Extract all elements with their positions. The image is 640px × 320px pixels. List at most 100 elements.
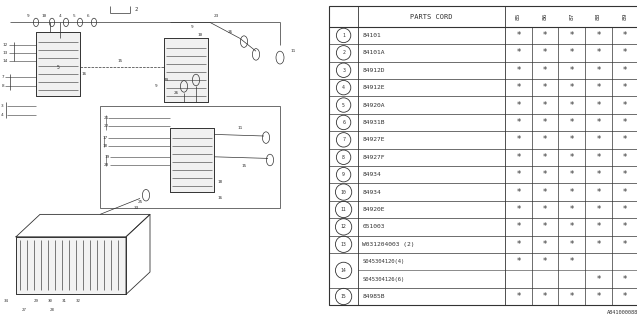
Text: *: * [596, 222, 600, 231]
Text: 20: 20 [104, 163, 109, 167]
Text: 1: 1 [342, 33, 345, 38]
Text: 3: 3 [1, 104, 4, 108]
Text: 051003: 051003 [362, 224, 385, 229]
Circle shape [335, 184, 352, 200]
Text: 84920A: 84920A [362, 102, 385, 108]
Text: *: * [543, 222, 547, 231]
Text: *: * [570, 118, 574, 127]
Text: *: * [596, 135, 600, 144]
Circle shape [335, 219, 352, 235]
Text: *: * [516, 153, 520, 162]
Text: *: * [543, 118, 547, 127]
Text: *: * [543, 188, 547, 196]
Text: *: * [570, 205, 574, 214]
Text: 15: 15 [241, 164, 246, 168]
Text: *: * [596, 170, 600, 179]
Text: *: * [570, 292, 574, 301]
Text: *: * [543, 100, 547, 109]
Text: 87: 87 [569, 13, 574, 20]
Text: 85: 85 [516, 13, 521, 20]
Text: *: * [570, 257, 574, 266]
Text: 11: 11 [290, 49, 295, 53]
Text: 84927E: 84927E [362, 137, 385, 142]
Text: 15: 15 [340, 294, 346, 299]
Text: 84927F: 84927F [362, 155, 385, 160]
Text: *: * [623, 135, 627, 144]
Text: 7: 7 [1, 75, 4, 79]
Text: *: * [543, 83, 547, 92]
Text: 18: 18 [218, 180, 223, 184]
Text: *: * [596, 48, 600, 57]
Text: *: * [543, 135, 547, 144]
Text: 14: 14 [3, 59, 8, 63]
Text: *: * [543, 205, 547, 214]
Text: 5: 5 [56, 65, 60, 70]
Circle shape [335, 288, 352, 305]
Text: 19: 19 [104, 155, 109, 159]
Text: 6: 6 [86, 14, 90, 18]
Text: *: * [570, 188, 574, 196]
Bar [170, 128, 214, 192]
Text: 8: 8 [342, 155, 345, 160]
Text: 6: 6 [342, 120, 345, 125]
Text: *: * [596, 275, 600, 284]
Text: *: * [596, 66, 600, 75]
Text: *: * [570, 135, 574, 144]
Text: *: * [623, 170, 627, 179]
Text: A841000088: A841000088 [607, 310, 638, 315]
Text: 9: 9 [27, 14, 29, 18]
Text: 84931B: 84931B [362, 120, 385, 125]
Text: *: * [516, 170, 520, 179]
Text: *: * [570, 100, 574, 109]
Text: *: * [596, 83, 600, 92]
Text: 32: 32 [76, 299, 81, 303]
Text: *: * [623, 153, 627, 162]
Text: 84985B: 84985B [362, 294, 385, 299]
Text: *: * [570, 48, 574, 57]
Text: 10: 10 [197, 33, 203, 37]
Bar [16, 237, 126, 294]
Text: *: * [516, 222, 520, 231]
Text: *: * [570, 170, 574, 179]
Text: *: * [516, 205, 520, 214]
Text: 84920E: 84920E [362, 207, 385, 212]
Text: *: * [623, 83, 627, 92]
Text: *: * [543, 48, 547, 57]
Text: 89: 89 [623, 13, 628, 20]
Text: *: * [516, 292, 520, 301]
Text: 9: 9 [342, 172, 345, 177]
Text: *: * [516, 240, 520, 249]
Circle shape [337, 80, 351, 95]
Text: 5: 5 [73, 14, 76, 18]
Text: *: * [570, 31, 574, 40]
Text: 84934: 84934 [362, 172, 381, 177]
Bar [36, 32, 80, 96]
Text: 9: 9 [155, 84, 157, 88]
Text: 16: 16 [81, 72, 86, 76]
Text: *: * [543, 31, 547, 40]
Text: 30: 30 [47, 299, 52, 303]
Text: 15: 15 [117, 59, 123, 63]
Text: 28: 28 [49, 308, 54, 312]
Text: *: * [596, 100, 600, 109]
Text: 2: 2 [342, 50, 345, 55]
Text: 22: 22 [104, 124, 109, 128]
Bar [16, 237, 126, 294]
Text: *: * [623, 118, 627, 127]
Circle shape [337, 98, 351, 112]
Text: *: * [596, 292, 600, 301]
Text: *: * [570, 153, 574, 162]
Text: 86: 86 [543, 13, 548, 20]
Text: 12: 12 [3, 43, 8, 47]
Text: 84912E: 84912E [362, 85, 385, 90]
Text: 7: 7 [342, 137, 345, 142]
Text: 84101: 84101 [362, 33, 381, 38]
Text: 4: 4 [59, 14, 61, 18]
Text: *: * [543, 292, 547, 301]
Circle shape [337, 115, 351, 130]
Text: *: * [543, 66, 547, 75]
Text: *: * [516, 31, 520, 40]
Text: *: * [623, 292, 627, 301]
Text: *: * [623, 205, 627, 214]
Text: 26: 26 [227, 30, 232, 34]
